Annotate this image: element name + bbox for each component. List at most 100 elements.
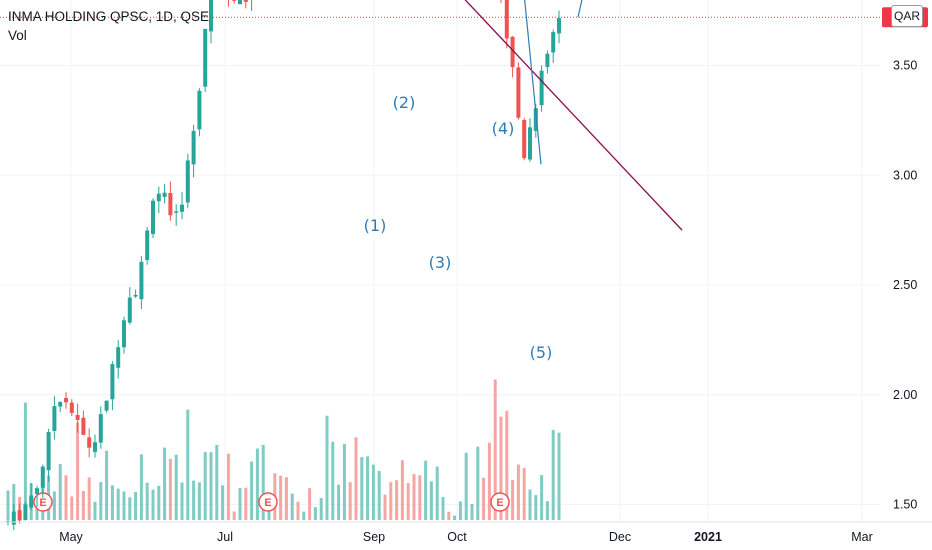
candle-body: [185, 160, 190, 203]
volume-bar: [534, 495, 538, 520]
volume-legend: Vol: [8, 28, 27, 43]
volume-bar: [279, 475, 283, 520]
volume-bar: [313, 507, 317, 520]
candle-body: [98, 414, 103, 443]
volume-bar: [302, 511, 306, 520]
candle-body: [145, 230, 150, 260]
volume-bar: [76, 422, 80, 520]
volume-bar: [226, 453, 230, 520]
volume-bar: [464, 452, 468, 520]
candle-body: [203, 29, 208, 87]
volume-bar: [255, 448, 259, 520]
volume-bar: [424, 460, 428, 520]
candle-body: [133, 294, 138, 297]
currency-badge[interactable]: QAR: [891, 5, 923, 27]
price-tick-label: 3.00: [893, 168, 917, 182]
wave-label: (1): [364, 216, 387, 235]
volume-bar: [186, 409, 190, 520]
time-axis[interactable]: May Jul Sep Oct Dec 2021 Mar: [0, 521, 932, 544]
candlesticks: [6, 0, 561, 531]
volume-bar: [366, 456, 370, 520]
candle-body: [209, 0, 213, 32]
price-tick-label: 1.50: [893, 498, 917, 512]
volume-bar: [64, 475, 68, 520]
volume-bar: [110, 485, 114, 520]
wave-label: (5): [530, 343, 553, 362]
candle-body: [52, 406, 57, 432]
candle-body: [522, 120, 527, 159]
volume-bar: [192, 480, 196, 520]
candle-body: [156, 193, 161, 202]
grid: [0, 0, 880, 522]
candle-body: [64, 397, 68, 403]
volume-bar: [244, 487, 248, 520]
candle-body: [127, 297, 132, 323]
volume-bar: [406, 483, 410, 520]
volume-bar: [238, 488, 242, 520]
wave-label: (3): [429, 253, 452, 272]
price-tick-label: 2.00: [893, 388, 917, 402]
volume-bar: [250, 461, 254, 520]
lower-channel-line: [464, 0, 683, 231]
volume-bar: [99, 482, 103, 520]
volume-bar: [52, 491, 56, 520]
wave-label: (4): [492, 119, 515, 138]
volume-bar: [493, 379, 497, 520]
candle-body: [180, 204, 184, 212]
price-axis[interactable]: 1.502.002.503.003.504.004.505.005.503.72: [882, 0, 928, 512]
candle-body: [87, 437, 92, 448]
time-tick-label: Jul: [217, 530, 233, 544]
volume-bar: [221, 485, 225, 520]
volume-bar: [203, 452, 207, 520]
candle-body: [232, 0, 237, 1]
volume-bar: [325, 415, 329, 520]
candle-body: [243, 0, 248, 2]
candle-body: [168, 193, 173, 216]
candle-body: [197, 90, 202, 130]
volume-bar: [383, 494, 387, 520]
candle-body: [162, 192, 167, 197]
candle-body: [545, 53, 550, 68]
candle-body: [46, 431, 51, 471]
volume-bar: [6, 490, 10, 520]
volume-bar: [551, 429, 555, 520]
volume-bar: [197, 482, 201, 520]
volume-bar: [487, 442, 491, 520]
earnings-icon: [490, 492, 510, 512]
candle-body: [17, 510, 22, 521]
volume-bar: [400, 460, 404, 520]
symbol-title: INMA HOLDING QPSC, 1D, QSE: [8, 9, 210, 24]
candle-body: [81, 417, 86, 435]
volume-bar: [540, 475, 544, 520]
volume-bar: [70, 496, 74, 520]
volume-bar: [505, 410, 509, 520]
candle-body: [191, 130, 196, 165]
volume-bar: [557, 432, 561, 520]
candle-body: [69, 402, 74, 413]
volume-bar: [389, 482, 393, 520]
volume-bar: [499, 416, 503, 520]
volume-bar: [435, 466, 439, 520]
volume-bar: [348, 482, 352, 520]
volume-bar: [377, 471, 381, 520]
volume-bar: [337, 484, 341, 520]
volume-bar: [470, 504, 474, 520]
volume-bar: [157, 485, 161, 520]
candle-body: [539, 70, 544, 106]
candle-body: [510, 36, 515, 68]
volume-bar: [458, 501, 462, 520]
volume-bar: [215, 445, 219, 520]
volume-bar: [528, 489, 532, 520]
volume-bar: [284, 477, 288, 520]
candle-body: [151, 200, 155, 235]
candle-body: [23, 504, 28, 520]
candle-body: [58, 401, 63, 407]
time-tick-label: Sep: [363, 530, 385, 544]
volume-bar: [290, 493, 294, 520]
volume-bar: [232, 511, 236, 520]
candle-body: [104, 400, 109, 411]
time-tick-label: 2021: [694, 530, 722, 544]
candle-body: [75, 414, 80, 420]
volume-bar: [360, 457, 364, 520]
